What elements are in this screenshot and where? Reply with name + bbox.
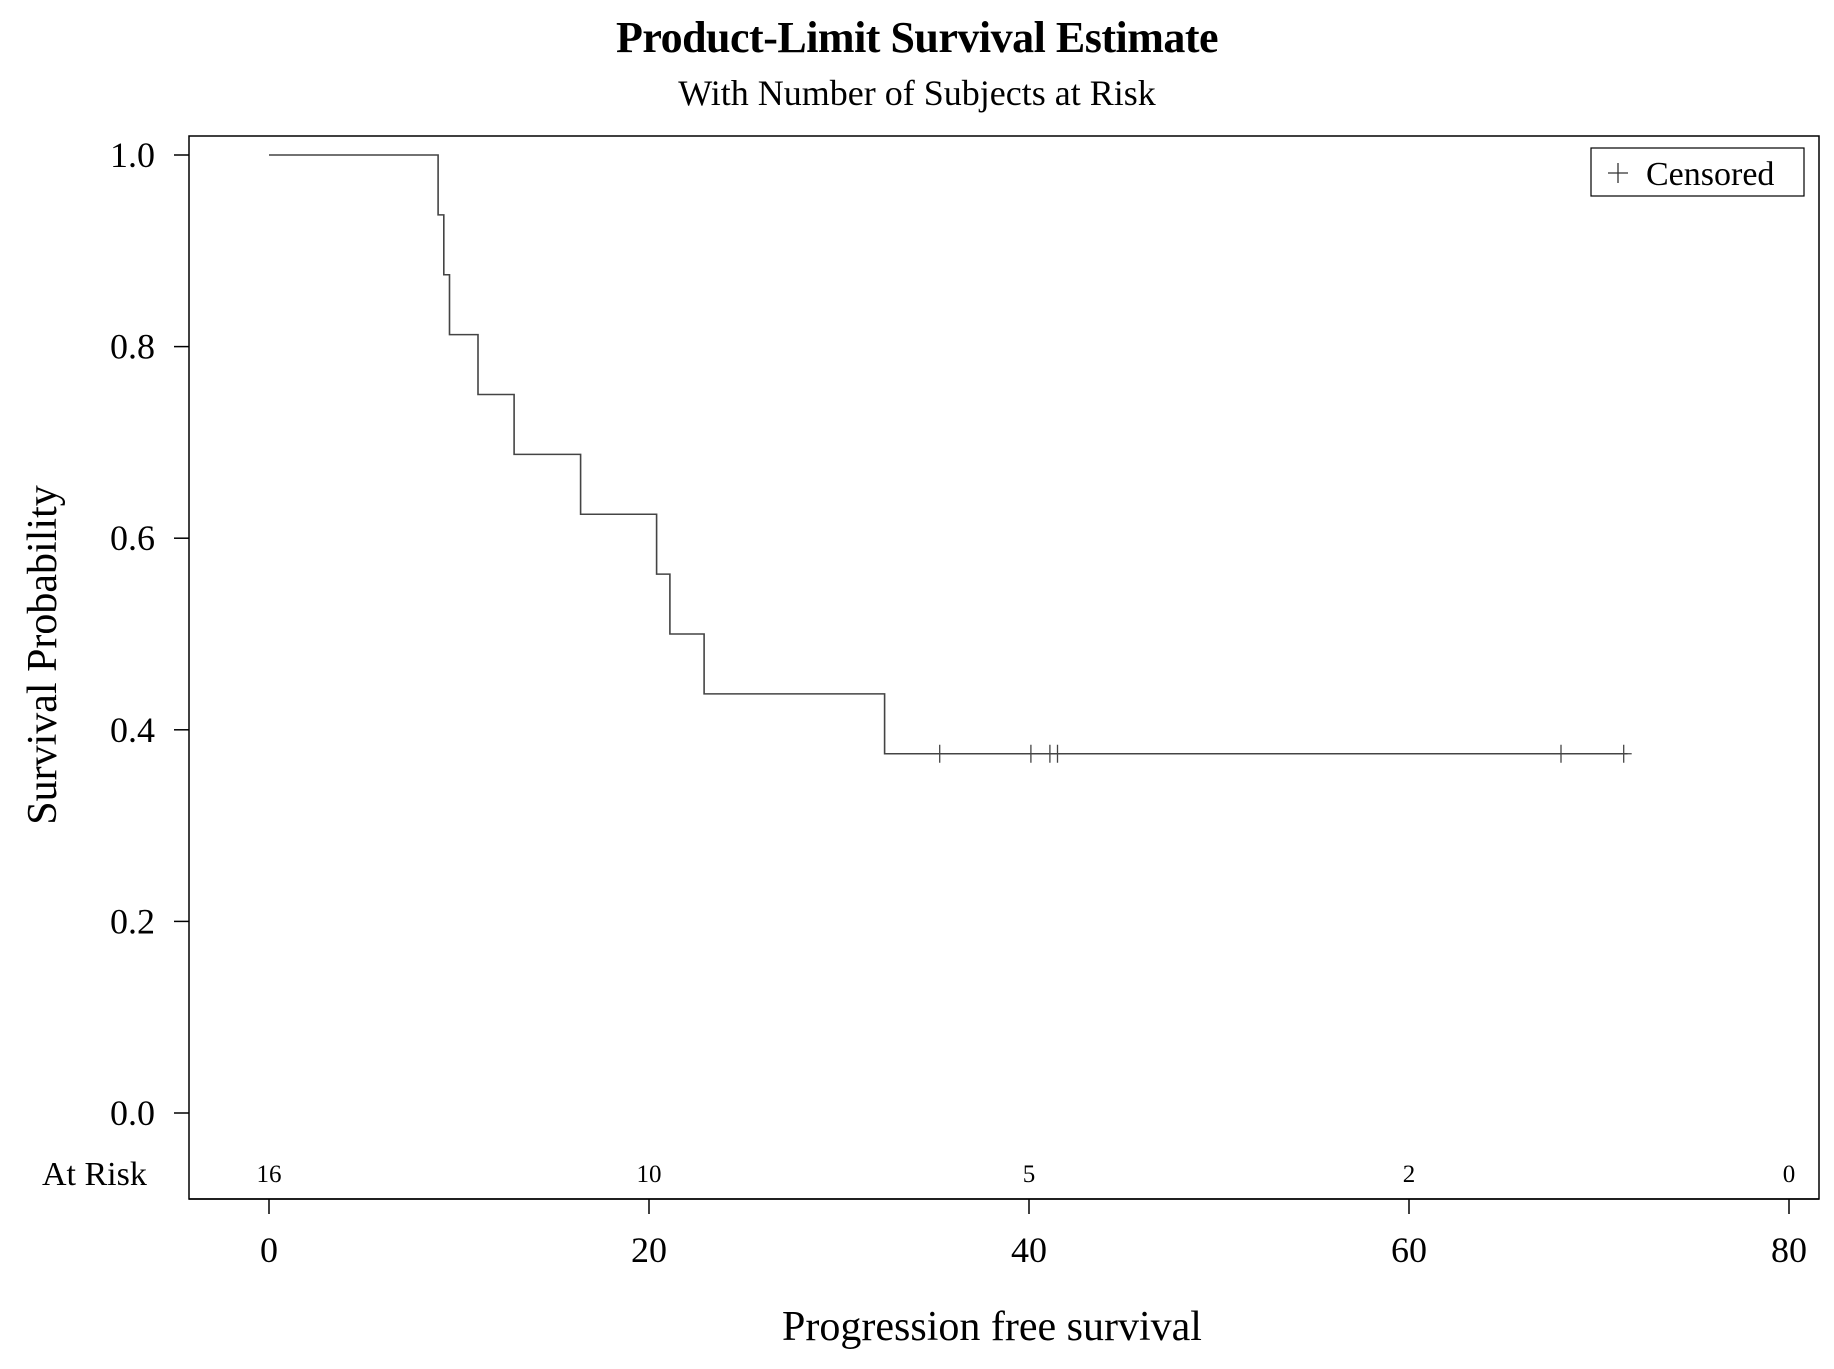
x-axis-label: Progression free survival: [782, 1304, 1202, 1350]
at-risk-count: 5: [1023, 1161, 1036, 1188]
y-tick-label: 0.8: [110, 327, 155, 367]
survival-curve-group: [269, 154, 1628, 755]
legend-box: [1590, 147, 1805, 197]
at-risk-table: 16 10 5 2 0: [257, 1161, 1796, 1188]
x-tick-label: 20: [631, 1230, 667, 1270]
at-risk-label: At Risk: [42, 1156, 147, 1193]
at-risk-count: 0: [1783, 1161, 1796, 1188]
x-tick-label: 40: [1011, 1230, 1047, 1270]
plot-frame: [188, 135, 1820, 1200]
censored-marker: [1022, 744, 1039, 763]
censored-marker: [1049, 744, 1066, 763]
y-tick-label: 1.0: [110, 135, 155, 175]
at-risk-count: 10: [637, 1161, 662, 1188]
censored-marker: [931, 744, 948, 763]
at-risk-count: 16: [257, 1161, 282, 1188]
legend: Censored: [1590, 147, 1805, 197]
y-axis-label: Survival Probability: [20, 485, 66, 825]
legend-censored-label: Censored: [1646, 156, 1774, 193]
y-tick-label: 0.0: [110, 1093, 155, 1133]
x-tick-label: 80: [1771, 1230, 1807, 1270]
chart-title: Product-Limit Survival Estimate: [615, 13, 1219, 62]
y-tick-label: 0.6: [110, 518, 155, 558]
x-tick-label: 60: [1391, 1230, 1427, 1270]
survival-step-curve: [269, 154, 1628, 755]
chart-subtitle: With Number of Subjects at Risk: [678, 73, 1156, 113]
censored-markers: [931, 744, 1632, 763]
y-axis: 0.0 0.2 0.4 0.6 0.8 1.0: [110, 135, 189, 1133]
at-risk-count: 2: [1403, 1161, 1416, 1188]
y-tick-label: 0.2: [110, 901, 155, 941]
x-tick-label: 0: [260, 1230, 278, 1270]
x-axis: 0 20 40 60 80: [260, 1199, 1807, 1270]
y-tick-label: 0.4: [110, 710, 155, 750]
censored-marker: [1615, 744, 1632, 763]
censored-marker: [1553, 744, 1569, 763]
